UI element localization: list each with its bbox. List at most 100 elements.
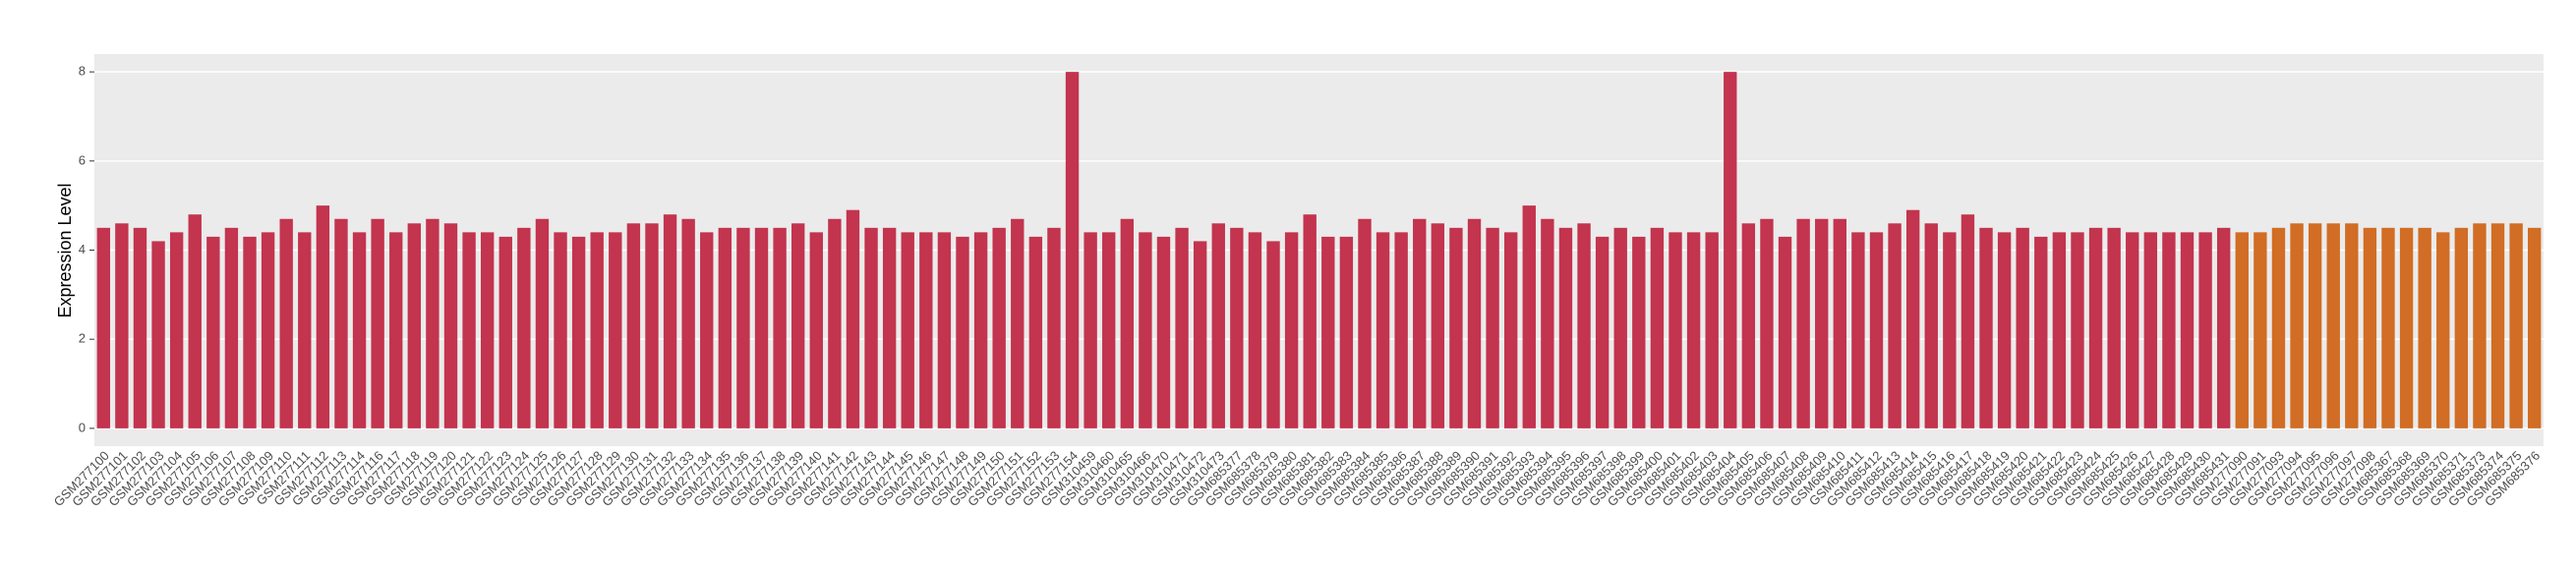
- bar: [901, 232, 914, 428]
- y-tick-label: 0: [79, 420, 86, 434]
- bar: [2490, 223, 2505, 428]
- bar: [1156, 236, 1171, 428]
- bar: [2016, 227, 2029, 428]
- bar: [1669, 232, 1682, 428]
- bar: [700, 232, 714, 428]
- bar: [2528, 227, 2542, 428]
- bar: [133, 227, 147, 428]
- bar: [663, 214, 677, 428]
- bar: [1139, 232, 1152, 428]
- bar: [1943, 232, 1957, 428]
- bar: [2162, 232, 2176, 428]
- bar: [334, 218, 348, 428]
- bar: [1431, 223, 1445, 428]
- bar: [919, 232, 933, 428]
- bar: [298, 232, 312, 428]
- bar: [1339, 236, 1354, 428]
- bar: [773, 227, 787, 428]
- bar: [1650, 227, 1665, 428]
- bar: [2308, 223, 2322, 428]
- bar: [2290, 223, 2304, 428]
- bar: [1961, 214, 1975, 428]
- bar: [1175, 227, 1189, 428]
- bar: [973, 232, 988, 428]
- y-axis-label: Expression Level: [55, 183, 75, 317]
- bar: [1595, 236, 1610, 428]
- bar: [1577, 223, 1591, 428]
- bar: [1358, 218, 1372, 428]
- bar: [1376, 232, 1390, 428]
- bar: [1321, 236, 1335, 428]
- bar: [609, 232, 622, 428]
- bar: [151, 241, 165, 428]
- bar: [1613, 227, 1627, 428]
- bar: [2418, 227, 2431, 428]
- bar: [1522, 205, 1536, 428]
- bar: [1503, 232, 1518, 428]
- bar: [1047, 227, 1061, 428]
- bar: [1997, 232, 2012, 428]
- bar: [1467, 218, 1482, 428]
- bar: [1815, 218, 1829, 428]
- bar: [590, 232, 604, 428]
- bar: [1741, 223, 1756, 428]
- bar: [1686, 232, 1701, 428]
- bar: [1266, 241, 1280, 428]
- bar: [571, 236, 586, 428]
- bar: [2509, 223, 2523, 428]
- bar: [2107, 227, 2121, 428]
- bar: [2088, 227, 2103, 428]
- bar: [2326, 223, 2340, 428]
- bar: [1413, 218, 1427, 428]
- bar: [846, 209, 860, 428]
- bar: [864, 227, 878, 428]
- bar: [1065, 72, 1080, 428]
- bar: [2235, 232, 2249, 428]
- bar: [2473, 223, 2487, 428]
- bar: [809, 232, 823, 428]
- bar: [1449, 227, 1463, 428]
- bar: [443, 223, 458, 428]
- bar: [96, 227, 110, 428]
- bar: [937, 232, 952, 428]
- bar: [2454, 227, 2469, 428]
- bar: [2363, 227, 2377, 428]
- bar: [2143, 232, 2158, 428]
- bar: [754, 227, 769, 428]
- bar: [1028, 236, 1043, 428]
- bar: [2271, 227, 2286, 428]
- bar: [2052, 232, 2067, 428]
- bar: [243, 236, 257, 428]
- bar: [1211, 223, 1225, 428]
- y-tick-label: 6: [79, 152, 86, 167]
- bar: [1230, 227, 1244, 428]
- bar: [2399, 227, 2414, 428]
- bar: [1833, 218, 1846, 428]
- bar: [1905, 209, 1920, 428]
- y-tick-label: 8: [79, 64, 86, 79]
- bar: [517, 227, 531, 428]
- bar: [1303, 214, 1317, 428]
- bar: [316, 205, 330, 428]
- bar: [352, 232, 367, 428]
- bar: [1486, 227, 1499, 428]
- bar: [1924, 223, 1938, 428]
- bar: [882, 227, 897, 428]
- bar: [736, 227, 750, 428]
- bar: [1796, 218, 1810, 428]
- bar: [1632, 236, 1646, 428]
- bar: [1394, 232, 1408, 428]
- bar: [2345, 223, 2359, 428]
- bar: [115, 223, 129, 428]
- bar: [1869, 232, 1884, 428]
- bar: [2126, 232, 2139, 428]
- bar: [1011, 218, 1025, 428]
- bar: [2254, 232, 2267, 428]
- bar: [1284, 232, 1299, 428]
- bar: [1193, 241, 1207, 428]
- bar: [956, 236, 969, 428]
- bar: [2216, 227, 2231, 428]
- bar: [407, 223, 422, 428]
- bar: [718, 227, 732, 428]
